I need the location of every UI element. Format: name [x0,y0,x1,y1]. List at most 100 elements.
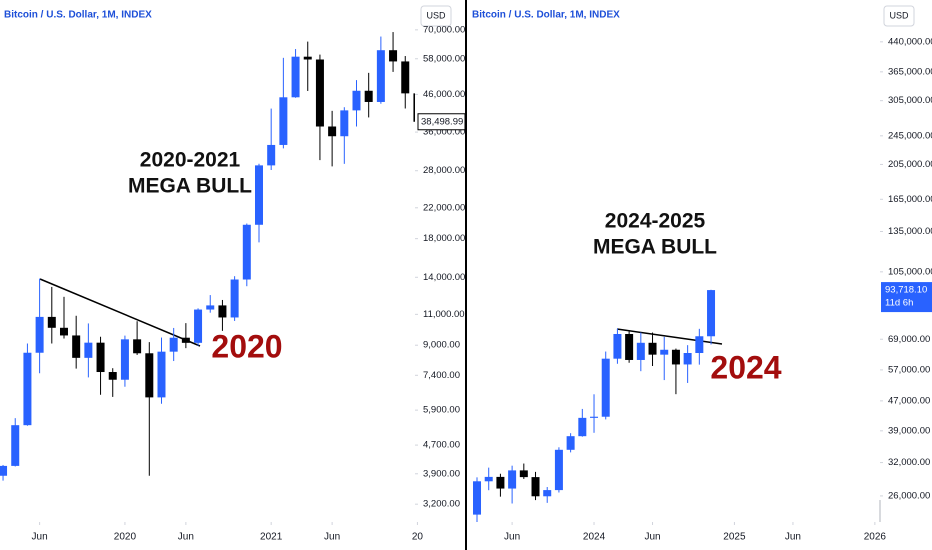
candle-body [519,470,528,478]
candle-body [120,339,129,380]
y-tick-label: 440,000.00 [888,36,932,47]
x-tick-label: 2024 [583,532,606,543]
candle-body [133,339,142,354]
candle-body [636,342,645,360]
year-annotation: 2020 [211,328,282,364]
price-label-box [417,113,466,131]
y-tick-label: 3,900.00 [423,468,460,479]
x-tick-label: Jun [324,532,340,543]
x-tick-label: Jun [178,532,194,543]
candle-body [11,425,20,466]
currency[interactable]: USD [426,10,446,20]
x-tick-label: 2021 [260,532,283,543]
candle-body [484,476,493,482]
candle-body [578,417,587,437]
annotation: MEGA BULL [128,175,252,198]
candle-body [315,59,324,127]
y-tick-label: 305,000.00 [888,95,932,106]
candle-body [352,90,361,111]
candle-body [84,342,93,358]
y-tick-label: 36,000.00 [423,127,465,138]
candles [473,289,716,522]
candle-body [613,333,622,359]
y-tick-label: 9,000.00 [423,340,460,351]
candle-body [291,56,300,98]
candle-body [169,337,178,352]
price-label: 93,718.10 [885,285,927,296]
y-tick-label: 135,000.00 [888,226,932,237]
y-tick-label: 46,000.00 [423,89,465,100]
candle-body [531,477,540,497]
price-label: 38,498.99 [421,116,463,127]
y-tick-label: 3,200.00 [423,499,460,510]
candle-body [543,490,552,497]
candle-body [625,333,634,360]
candle-body [96,342,105,373]
y-tick-label: 11,000.00 [423,309,465,320]
candle-body [303,56,312,60]
y-tick-label: 70,000.00 [423,24,465,35]
y-tick-label: 57,000.00 [888,364,930,375]
candle-body [47,316,56,328]
x-tick-label: Jun [504,532,520,543]
annotation: 2024-2025 [605,210,706,233]
candle-body [328,126,337,137]
chart-title: Bitcoin / U.S. Dollar, 1M, INDEX [4,10,152,21]
candle-body [206,305,215,310]
candle-body [0,465,8,476]
candle-body [218,305,227,318]
y-tick-label: 14,000.00 [423,272,465,283]
y-tick-label: 69,000.00 [888,334,930,345]
candle-body [496,476,505,489]
currency-box[interactable] [883,5,915,27]
x-tick-label: Jun [644,532,660,543]
candle-body [566,436,575,450]
candle-body [508,470,517,489]
price-label-box [881,282,932,313]
y-tick-label: 365,000.00 [888,66,932,77]
y-tick-label: 26,000.00 [888,490,930,501]
currency[interactable]: USD [889,10,909,20]
x-tick-label: Jun [32,532,48,543]
candle-body [707,290,716,337]
currency-box[interactable] [420,5,452,27]
candle-body [181,337,190,343]
y-tick-label: 5,900.00 [423,405,460,416]
candle-body [660,349,669,355]
candle-body [401,61,410,94]
candle-body [683,353,692,365]
candle-body [267,144,276,166]
y-tick-label: 32,000.00 [888,457,930,468]
y-tick-label: 28,000.00 [423,165,465,176]
y-tick-label: 18,000.00 [423,233,465,244]
candle-body [230,279,239,318]
y-tick-label: 58,000.00 [423,53,465,64]
x-tick-label: 2025 [723,532,746,543]
candle-body [413,93,415,122]
candle-body [671,349,680,365]
y-tick-label: 165,000.00 [888,194,932,205]
x-tick-label: 20 [412,532,424,543]
x-tick-label: Jun [785,532,801,543]
candle-body [590,416,599,418]
y-tick-label: 4,700.00 [423,440,460,451]
candle-body [473,481,482,515]
candle-body [108,372,117,380]
annotation: MEGA BULL [593,236,717,259]
candle-body [145,353,154,398]
x-tick-label: 2026 [864,532,887,543]
x-tick-label: 2020 [114,532,137,543]
candle-body [601,358,610,417]
candle-body [72,335,81,358]
chart-title: Bitcoin / U.S. Dollar, 1M, INDEX [472,10,620,21]
candle-body [376,50,385,102]
candle-body [695,336,704,354]
candle-body [59,327,68,336]
candle-body [23,352,32,426]
candle-body [35,316,44,353]
candle-body [389,50,398,62]
y-tick-label: 47,000.00 [888,395,930,406]
candle-body [648,342,657,355]
candle-body [554,449,563,491]
year-annotation: 2024 [710,349,781,385]
